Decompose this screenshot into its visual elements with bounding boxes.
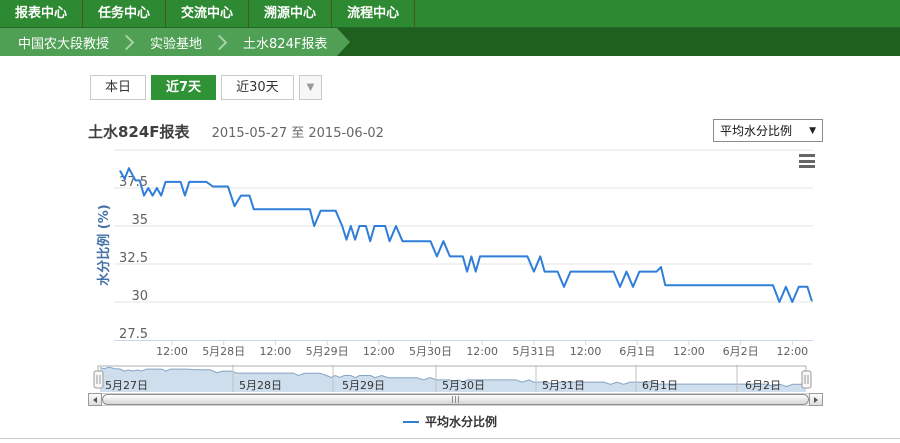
chart-menu-button[interactable] [799, 154, 815, 168]
report-date-range: 2015-05-27 至 2015-06-02 [211, 126, 384, 141]
grip-icon [451, 396, 460, 403]
navigator-left-handle[interactable] [93, 370, 104, 389]
breadcrumb-strip: 中国农大段教授 实验基地 土水824F报表 [0, 28, 338, 56]
x-axis-tick-label: 12:00 [776, 345, 808, 358]
y-axis-title: 水分比例 (%) [96, 204, 112, 285]
scrollbar-thumb[interactable] [102, 394, 809, 405]
breadcrumb-item-report[interactable]: 土水824F报表 [243, 36, 328, 52]
bottom-divider [0, 438, 900, 439]
caret-down-icon: ▼ [809, 125, 816, 136]
y-axis-tick-label: 35 [131, 213, 148, 228]
x-axis-tick-label: 5月30日 [409, 345, 452, 358]
x-axis-tick-label: 5月31日 [512, 345, 555, 358]
nav-item-trace-center[interactable]: 溯源中心 [249, 0, 333, 27]
x-axis-tick-label: 5月29日 [306, 345, 349, 358]
navigator-day-label: 5月28日 [239, 379, 282, 392]
scrollbar-track[interactable] [102, 393, 809, 406]
navigator-day-label: 5月29日 [342, 379, 385, 392]
breadcrumb: 中国农大段教授 实验基地 土水824F报表 [0, 28, 900, 56]
nav-item-process-center[interactable]: 流程中心 [332, 0, 416, 27]
navigator-day-label: 6月1日 [642, 379, 678, 392]
scrollbar-left-arrow[interactable] [88, 393, 102, 406]
x-axis-tick-label: 12:00 [570, 345, 602, 358]
navigator-right-handle[interactable] [801, 370, 812, 389]
x-axis-tick-label: 12:00 [673, 345, 705, 358]
navigator-outline [97, 365, 807, 374]
hamburger-icon [799, 154, 815, 157]
x-axis-tick-label: 6月1日 [619, 345, 655, 358]
navigator-series-line [99, 366, 807, 388]
tabs-dropdown-button[interactable]: ▼ [298, 75, 323, 100]
series-line[interactable] [119, 167, 813, 303]
caret-down-icon: ▼ [306, 82, 315, 93]
scrollbar-right-arrow[interactable] [809, 393, 823, 406]
y-axis-tick-label: 27.5 [119, 327, 148, 342]
tab-last-30-days[interactable]: 近30天 [221, 75, 294, 100]
chart-legend[interactable]: 平均水分比例 [0, 413, 900, 430]
triangle-right-icon [814, 396, 818, 403]
breadcrumb-item-professor-duan[interactable]: 中国农大段教授 [18, 36, 110, 52]
tab-last-7-days[interactable]: 近7天 [151, 75, 217, 100]
chart-scrollbar [88, 393, 823, 406]
navigator-day-label: 5月30日 [442, 379, 485, 392]
breadcrumb-arrow-icon [337, 28, 351, 56]
nav-item-report-center[interactable]: 报表中心 [0, 0, 84, 27]
range-tabs: 本日 近7天 近30天 ▼ [90, 75, 323, 100]
x-axis-tick-label: 12:00 [466, 345, 498, 358]
y-axis-tick-label: 32.5 [119, 251, 148, 266]
nav-item-task-center[interactable]: 任务中心 [83, 0, 167, 27]
navigator-day-label: 6月2日 [745, 379, 781, 392]
navigator-day-label: 5月31日 [542, 379, 585, 392]
metric-select-value: 平均水分比例 [720, 124, 793, 138]
legend-line-icon [402, 420, 419, 423]
top-navbar: 报表中心 任务中心 交流中心 溯源中心 流程中心 [0, 0, 900, 28]
report-header: 土水824F报表 2015-05-27 至 2015-06-02 [88, 121, 384, 142]
tab-today[interactable]: 本日 [90, 75, 147, 100]
breadcrumb-item-experiment-base[interactable]: 实验基地 [150, 36, 203, 52]
y-axis-tick-label: 30 [131, 289, 148, 304]
x-axis-tick-label: 5月28日 [202, 345, 245, 358]
x-axis-tick-label: 6月2日 [723, 345, 759, 358]
navigator-day-label: 5月27日 [105, 379, 148, 392]
metric-select[interactable]: 平均水分比例 ▼ [713, 119, 823, 142]
legend-label: 平均水分比例 [424, 415, 497, 429]
x-axis-tick-label: 12:00 [363, 345, 395, 358]
x-axis-tick-label: 12:00 [260, 345, 292, 358]
x-axis-tick-label: 12:00 [156, 345, 188, 358]
nav-item-communication-center[interactable]: 交流中心 [166, 0, 250, 27]
report-title: 土水824F报表 [88, 123, 190, 141]
triangle-left-icon [93, 396, 97, 403]
